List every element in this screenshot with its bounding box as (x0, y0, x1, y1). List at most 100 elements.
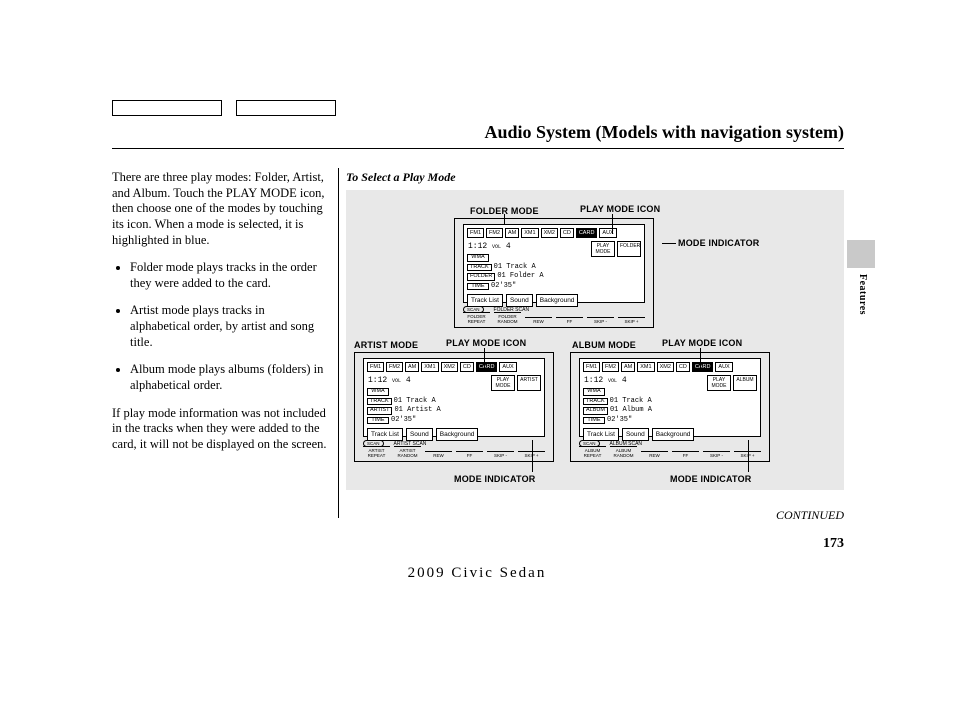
side-tab-background (847, 240, 875, 268)
callout-play-mode-icon-1: PLAY MODE ICON (580, 204, 660, 214)
callout-play-mode-icon-3: PLAY MODE ICON (662, 338, 742, 348)
page-title: Audio System (Models with navigation sys… (112, 122, 844, 143)
vol-value: 4 (622, 377, 627, 385)
hw-random: ALBUM RANDOM (610, 446, 637, 458)
header-placeholder-box-2 (236, 100, 336, 116)
artist-tag: ARTIST (367, 407, 392, 415)
clock: 1:12 (584, 377, 603, 385)
time-tag: TIME (583, 417, 605, 425)
track-tag: TRACK (583, 398, 608, 406)
clock: 1:12 (468, 243, 487, 251)
arrow-line (612, 214, 613, 234)
src-fm1: FM1 (583, 362, 600, 372)
src-fm2: FM2 (386, 362, 403, 372)
mode-artist-button: ARTIST (517, 375, 541, 391)
vertical-divider (338, 168, 339, 518)
src-xm1: XM1 (421, 362, 438, 372)
album-value: 01 Album A (610, 407, 652, 414)
footer-model: 2009 Civic Sedan (0, 565, 954, 582)
src-xm2: XM2 (657, 362, 674, 372)
continued-label: CONTINUED (776, 508, 844, 523)
vol-label: VOL (492, 245, 501, 250)
screen-album: FM1 FM2 AM XM1 XM2 CD CARD AUX 1:12 VOL … (570, 352, 770, 462)
hw-random: FOLDER RANDOM (494, 312, 521, 324)
btn-background: Background (652, 428, 695, 441)
mode-album-button: ALBUM (733, 375, 757, 391)
header-placeholder-box-1 (112, 100, 222, 116)
play-mode-button: PLAY MODE (707, 375, 731, 391)
arrow-line (700, 348, 701, 368)
screen-artist: FM1 FM2 AM XM1 XM2 CD CARD AUX 1:12 VOL … (354, 352, 554, 462)
time-value: 02'35" (391, 417, 416, 424)
track-value: 01 Track A (610, 398, 652, 405)
src-xm1: XM1 (521, 228, 538, 238)
wma-tag: WMA (367, 388, 389, 396)
vol-label: VOL (392, 379, 401, 384)
arrow-line (504, 214, 505, 224)
source-row: FM1 FM2 AM XM1 XM2 CD CARD AUX (464, 225, 644, 241)
mode-bullet-list: Folder mode plays tracks in the order th… (112, 260, 327, 393)
artist-value: 01 Artist A (394, 407, 440, 414)
src-card: CARD (692, 362, 714, 372)
screen-folder: FM1 FM2 AM XM1 XM2 CD CARD AUX 1:12 VOL … (454, 218, 654, 328)
hw-rew: REW (525, 317, 552, 324)
hw-skipm: SKIP - (487, 451, 514, 458)
src-card: CARD (576, 228, 598, 238)
src-am: AM (505, 228, 519, 238)
src-xm2: XM2 (541, 228, 558, 238)
src-cd: CD (676, 362, 690, 372)
wma-tag: WMA (583, 388, 605, 396)
callout-artist-mode: ARTIST MODE (354, 340, 418, 350)
bullet-album: Album mode plays albums (folders) in alp… (130, 362, 327, 393)
side-tab-label: Features (857, 274, 868, 315)
play-mode-button: PLAY MODE (491, 375, 515, 391)
src-fm1: FM1 (367, 362, 384, 372)
hw-skipm: SKIP - (587, 317, 614, 324)
section-title: To Select a Play Mode (346, 170, 456, 185)
folder-tag: FOLDER (467, 273, 495, 281)
callout-mode-indicator-1: MODE INDICATOR (678, 238, 759, 248)
hw-rew: REW (641, 451, 668, 458)
track-value: 01 Track A (494, 264, 536, 271)
title-rule (112, 148, 844, 149)
clock: 1:12 (368, 377, 387, 385)
callout-mode-indicator-3: MODE INDICATOR (670, 474, 751, 484)
hw-ff: FF (672, 451, 699, 458)
bullet-artist: Artist mode plays tracks in alphabetical… (130, 303, 327, 350)
intro-paragraph: There are three play modes: Folder, Arti… (112, 170, 327, 248)
vol-value: 4 (506, 243, 511, 251)
src-am: AM (405, 362, 419, 372)
btn-background: Background (536, 294, 579, 307)
display-album: FM1 FM2 AM XM1 XM2 CD CARD AUX 1:12 VOL … (579, 358, 761, 437)
hw-skipm: SKIP - (703, 451, 730, 458)
vol-value: 4 (406, 377, 411, 385)
bullet-folder: Folder mode plays tracks in the order th… (130, 260, 327, 291)
src-card: CARD (476, 362, 498, 372)
src-fm2: FM2 (602, 362, 619, 372)
time-value: 02'35" (607, 417, 632, 424)
vol-label: VOL (608, 379, 617, 384)
hw-ff: FF (556, 317, 583, 324)
time-tag: TIME (367, 417, 389, 425)
page: Audio System (Models with navigation sys… (0, 0, 954, 710)
src-aux: AUX (599, 228, 616, 238)
callout-album-mode: ALBUM MODE (572, 340, 636, 350)
callout-mode-indicator-2: MODE INDICATOR (454, 474, 535, 484)
src-fm1: FM1 (467, 228, 484, 238)
src-am: AM (621, 362, 635, 372)
play-mode-button: PLAY MODE (591, 241, 615, 257)
display-folder: FM1 FM2 AM XM1 XM2 CD CARD AUX 1:12 VOL … (463, 224, 645, 303)
track-tag: TRACK (467, 264, 492, 272)
folder-value: 01 Folder A (497, 273, 543, 280)
diagram-area: FOLDER MODE PLAY MODE ICON MODE INDICATO… (346, 190, 844, 490)
hw-random: ARTIST RANDOM (394, 446, 421, 458)
arrow-line (484, 348, 485, 368)
src-aux: AUX (715, 362, 732, 372)
arrow-line (662, 243, 676, 244)
wma-tag: WMA (467, 254, 489, 262)
hw-ff: FF (456, 451, 483, 458)
hw-skipp: SKIP + (618, 317, 645, 324)
src-cd: CD (460, 362, 474, 372)
time-value: 02'35" (491, 283, 516, 290)
body-text-column: There are three play modes: Folder, Arti… (112, 170, 327, 464)
